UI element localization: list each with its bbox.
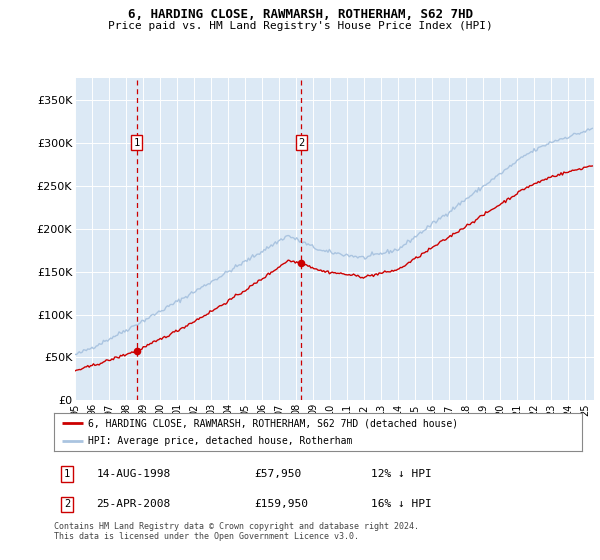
Text: 6, HARDING CLOSE, RAWMARSH, ROTHERHAM, S62 7HD (detached house): 6, HARDING CLOSE, RAWMARSH, ROTHERHAM, S… xyxy=(88,418,458,428)
Text: Contains HM Land Registry data © Crown copyright and database right 2024.
This d: Contains HM Land Registry data © Crown c… xyxy=(54,522,419,542)
Text: 16% ↓ HPI: 16% ↓ HPI xyxy=(371,500,431,510)
Text: £159,950: £159,950 xyxy=(254,500,308,510)
Text: 1: 1 xyxy=(133,138,140,148)
Text: 2: 2 xyxy=(64,500,70,510)
Text: 2: 2 xyxy=(298,138,305,148)
Text: 1: 1 xyxy=(64,469,70,479)
Text: 6, HARDING CLOSE, RAWMARSH, ROTHERHAM, S62 7HD: 6, HARDING CLOSE, RAWMARSH, ROTHERHAM, S… xyxy=(128,8,473,21)
Text: 14-AUG-1998: 14-AUG-1998 xyxy=(96,469,170,479)
Text: £57,950: £57,950 xyxy=(254,469,302,479)
Text: 12% ↓ HPI: 12% ↓ HPI xyxy=(371,469,431,479)
Text: 25-APR-2008: 25-APR-2008 xyxy=(96,500,170,510)
Text: HPI: Average price, detached house, Rotherham: HPI: Average price, detached house, Roth… xyxy=(88,436,353,446)
Text: Price paid vs. HM Land Registry's House Price Index (HPI): Price paid vs. HM Land Registry's House … xyxy=(107,21,493,31)
